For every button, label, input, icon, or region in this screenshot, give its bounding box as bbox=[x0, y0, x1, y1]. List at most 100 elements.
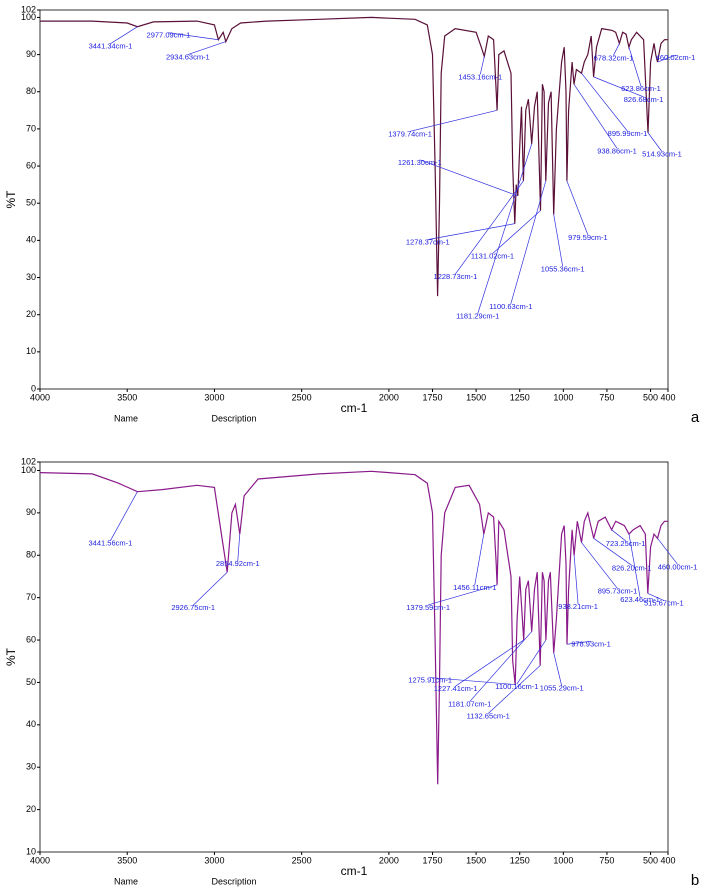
annotation-leader bbox=[647, 132, 663, 152]
y-axis-title: %T bbox=[4, 190, 18, 209]
x-tick-label: 1500 bbox=[466, 392, 486, 402]
x-tick-label: 1000 bbox=[553, 855, 573, 865]
x-tick-label: 2000 bbox=[379, 855, 399, 865]
footer-name: Name bbox=[114, 413, 138, 423]
annotation-label: 2934.63cm-1 bbox=[166, 53, 210, 62]
annotation-leader bbox=[168, 32, 219, 41]
annotation-label: 979.59cm-1 bbox=[568, 233, 608, 242]
x-tick-label: 400 bbox=[660, 855, 675, 865]
y-tick-label: 102 bbox=[21, 456, 36, 466]
annotation-label: 2926.75cm-1 bbox=[171, 603, 215, 612]
annotation-leader bbox=[469, 631, 533, 702]
annotation-leader bbox=[516, 639, 547, 685]
annotation-leader bbox=[428, 584, 498, 606]
annotation-label: 1131.02cm-1 bbox=[471, 252, 514, 261]
annotation-leader bbox=[628, 534, 641, 598]
annotation-leader bbox=[455, 180, 524, 275]
annotation-leader bbox=[237, 534, 241, 562]
x-tick-label: 4000 bbox=[30, 392, 50, 402]
annotation-leader bbox=[581, 542, 618, 589]
annotation-label: 1227.41cm-1 bbox=[434, 684, 478, 693]
x-tick-label: 1250 bbox=[510, 855, 530, 865]
annotation-leader bbox=[487, 665, 541, 714]
x-tick-label: 2000 bbox=[379, 392, 399, 402]
annotation-label: 1456.11cm-1 bbox=[453, 583, 496, 592]
y-tick-label: 80 bbox=[26, 86, 36, 96]
x-tick-label: 3500 bbox=[117, 855, 137, 865]
annotation-label: 623.46cm-1 bbox=[620, 595, 660, 604]
annotation-leader bbox=[657, 538, 678, 565]
annotation-leader bbox=[611, 529, 626, 542]
spectrum-line bbox=[40, 16, 668, 297]
annotation-label: 1228.73cm-1 bbox=[434, 272, 478, 281]
annotation-label: 1055.29cm-1 bbox=[540, 684, 584, 693]
x-tick-label: 1500 bbox=[466, 855, 486, 865]
annotation-label: 938.86cm-1 bbox=[597, 146, 637, 155]
y-tick-label: 30 bbox=[26, 762, 36, 772]
annotation-label: 826.68cm-1 bbox=[624, 95, 664, 104]
annotation-leader bbox=[593, 76, 644, 98]
annotation-leader bbox=[430, 677, 516, 685]
footer-description: Description bbox=[211, 413, 256, 423]
y-tick-label: 10 bbox=[26, 346, 36, 356]
annotation-leader bbox=[628, 47, 642, 87]
annotation-label: 2977.09cm-1 bbox=[147, 31, 191, 40]
x-tick-label: 3000 bbox=[204, 855, 224, 865]
y-axis-title: %T bbox=[4, 647, 18, 666]
y-tick-label: 30 bbox=[26, 272, 36, 282]
x-tick-label: 1750 bbox=[422, 855, 442, 865]
y-tick-label: 80 bbox=[26, 550, 36, 560]
x-tick-label: 750 bbox=[599, 855, 614, 865]
annotation-label: 723.25cm-1 bbox=[606, 539, 646, 548]
x-axis-title: cm-1 bbox=[341, 401, 368, 415]
annotation-label: 460.02cm-1 bbox=[656, 53, 696, 62]
footer-name: Name bbox=[114, 876, 138, 886]
annotation-label: 3441.56cm-1 bbox=[89, 539, 133, 548]
annotation-leader bbox=[110, 26, 138, 45]
annotation-label: 1275.91cm-1 bbox=[408, 676, 452, 685]
annotation-label: 623.86cm-1 bbox=[621, 84, 661, 93]
x-tick-label: 4000 bbox=[30, 855, 50, 865]
x-tick-label: 750 bbox=[599, 392, 614, 402]
annotation-leader bbox=[647, 593, 664, 601]
annotation-leader bbox=[510, 180, 547, 305]
x-tick-label: 3500 bbox=[117, 392, 137, 402]
annotation-label: 1181.07cm-1 bbox=[448, 700, 491, 709]
annotation-label: 678.32cm-1 bbox=[594, 53, 634, 62]
annotation-leader bbox=[410, 109, 498, 132]
x-tick-label: 1000 bbox=[553, 392, 573, 402]
y-tick-label: 20 bbox=[26, 309, 36, 319]
annotation-label: 3441.34cm-1 bbox=[89, 42, 133, 51]
x-tick-label: 400 bbox=[660, 392, 675, 402]
annotation-label: 1100.16cm-1 bbox=[495, 682, 538, 691]
y-tick-label: 60 bbox=[26, 160, 36, 170]
annotation-label: 1132.65cm-1 bbox=[467, 711, 510, 720]
annotation-label: 978.93cm-1 bbox=[571, 639, 611, 648]
annotation-leader bbox=[192, 571, 228, 606]
annotation-label: 826.20cm-1 bbox=[612, 563, 652, 572]
y-tick-label: 40 bbox=[26, 235, 36, 245]
annotation-label: 515.67cm-1 bbox=[644, 598, 684, 607]
annotation-leader bbox=[187, 41, 226, 55]
y-tick-label: 50 bbox=[26, 677, 36, 687]
annotation-leader bbox=[553, 652, 563, 686]
x-tick-label: 500 bbox=[643, 855, 658, 865]
y-tick-label: 102 bbox=[21, 4, 36, 14]
y-tick-label: 100 bbox=[21, 465, 36, 475]
panel-label: a bbox=[691, 409, 700, 426]
annotation-label: 460.00cm-1 bbox=[658, 562, 698, 571]
y-tick-label: 70 bbox=[26, 123, 36, 133]
annotation-label: 1181.29cm-1 bbox=[456, 312, 499, 321]
annotation-label: 2854.92cm-1 bbox=[216, 559, 260, 568]
annotation-leader bbox=[573, 84, 618, 149]
annotation-leader bbox=[573, 555, 579, 605]
annotation-leader bbox=[553, 214, 564, 267]
annotation-leader bbox=[110, 491, 138, 541]
y-tick-label: 90 bbox=[26, 49, 36, 59]
y-tick-label: 50 bbox=[26, 198, 36, 208]
annotation-label: 1055.36cm-1 bbox=[541, 264, 585, 273]
y-tick-label: 40 bbox=[26, 719, 36, 729]
annotation-leader bbox=[566, 180, 589, 236]
x-tick-label: 1250 bbox=[510, 392, 530, 402]
